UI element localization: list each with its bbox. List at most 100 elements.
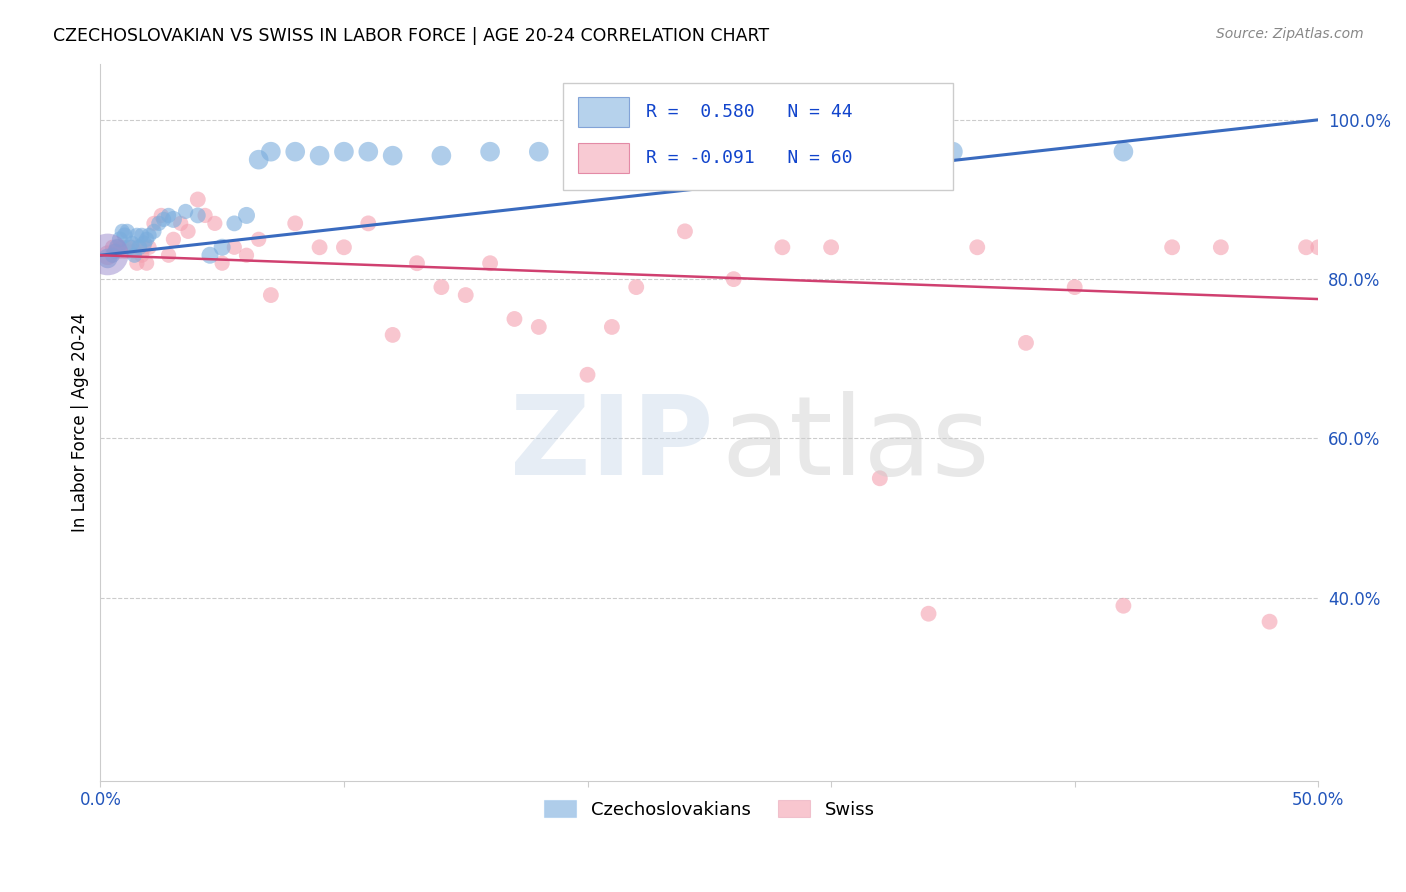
Point — [1112, 599, 1135, 613]
FancyBboxPatch shape — [578, 143, 628, 173]
Point — [157, 208, 180, 222]
Point — [128, 240, 150, 254]
Point — [1258, 615, 1281, 629]
Point — [187, 193, 209, 207]
Point — [142, 216, 165, 230]
Point — [121, 236, 143, 251]
Point — [381, 149, 404, 163]
Point — [1112, 145, 1135, 159]
Point — [600, 320, 623, 334]
Point — [284, 216, 307, 230]
Point — [381, 327, 404, 342]
Point — [235, 248, 257, 262]
Point — [124, 244, 146, 259]
Point — [134, 236, 156, 251]
Point — [770, 240, 793, 254]
Point — [101, 248, 124, 262]
Point — [107, 240, 129, 254]
Point — [503, 312, 526, 326]
Point — [111, 224, 134, 238]
Text: R = -0.091   N = 60: R = -0.091 N = 60 — [645, 149, 852, 167]
Point — [1015, 335, 1038, 350]
Point — [1209, 240, 1232, 254]
Point — [101, 240, 124, 254]
Point — [142, 224, 165, 238]
Point — [527, 320, 550, 334]
Point — [177, 224, 200, 238]
Point — [115, 224, 138, 238]
Point — [626, 280, 648, 294]
FancyBboxPatch shape — [578, 97, 628, 128]
Point — [966, 240, 988, 254]
Point — [308, 149, 330, 163]
Point — [576, 145, 599, 159]
Point — [224, 216, 246, 230]
Point — [308, 240, 330, 254]
Point — [1161, 240, 1184, 254]
Point — [1295, 240, 1317, 254]
Point — [917, 607, 939, 621]
Point — [174, 204, 197, 219]
Point — [134, 240, 156, 254]
Point — [138, 228, 160, 243]
Text: CZECHOSLOVAKIAN VS SWISS IN LABOR FORCE | AGE 20-24 CORRELATION CHART: CZECHOSLOVAKIAN VS SWISS IN LABOR FORCE … — [53, 27, 769, 45]
Point — [187, 208, 209, 222]
Point — [479, 256, 502, 270]
Y-axis label: In Labor Force | Age 20-24: In Labor Force | Age 20-24 — [72, 313, 89, 533]
Point — [198, 248, 221, 262]
Text: Source: ZipAtlas.com: Source: ZipAtlas.com — [1216, 27, 1364, 41]
Text: R =  0.580   N = 44: R = 0.580 N = 44 — [645, 103, 852, 121]
Point — [131, 248, 153, 262]
Point — [673, 224, 696, 238]
Point — [479, 145, 502, 159]
Point — [204, 216, 226, 230]
Point — [131, 228, 153, 243]
Point — [114, 244, 136, 259]
Point — [454, 288, 477, 302]
Point — [357, 216, 380, 230]
Point — [148, 216, 170, 230]
Point — [260, 288, 283, 302]
Point — [118, 244, 141, 259]
Point — [247, 153, 270, 167]
Point — [406, 256, 429, 270]
Point — [211, 256, 233, 270]
Point — [942, 145, 965, 159]
Point — [104, 244, 127, 259]
Point — [125, 256, 148, 270]
Point — [211, 240, 233, 254]
Point — [723, 145, 745, 159]
Point — [820, 145, 842, 159]
Point — [128, 240, 150, 254]
Point — [97, 252, 120, 266]
Point — [121, 240, 143, 254]
Point — [162, 232, 184, 246]
Text: ZIP: ZIP — [510, 391, 714, 498]
Point — [1308, 240, 1330, 254]
Point — [170, 216, 193, 230]
Point — [124, 248, 146, 262]
Point — [194, 208, 217, 222]
Point — [107, 240, 129, 254]
Point — [108, 232, 131, 246]
Point — [284, 145, 307, 159]
Point — [114, 228, 136, 243]
Point — [115, 240, 138, 254]
Point — [527, 145, 550, 159]
Point — [118, 240, 141, 254]
Point — [135, 232, 157, 246]
Point — [162, 212, 184, 227]
Point — [157, 248, 180, 262]
Point — [111, 240, 134, 254]
Point — [430, 280, 453, 294]
Point — [152, 212, 174, 227]
Point — [723, 272, 745, 286]
Point — [125, 228, 148, 243]
Point — [626, 145, 648, 159]
Point — [247, 232, 270, 246]
Point — [576, 368, 599, 382]
Point — [108, 244, 131, 259]
Point — [820, 240, 842, 254]
Point — [260, 145, 283, 159]
Point — [869, 471, 891, 485]
